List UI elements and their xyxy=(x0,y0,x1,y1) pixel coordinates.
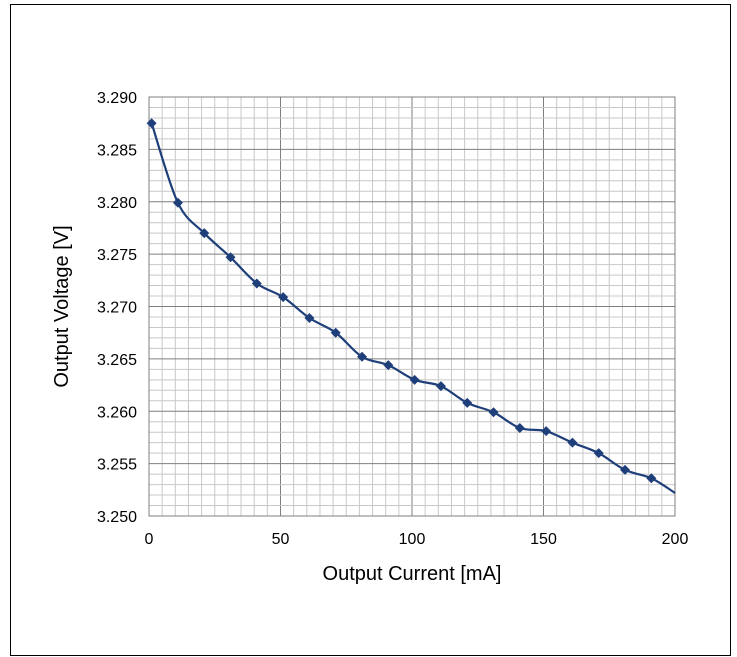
y-tick-label: 3.265 xyxy=(97,352,137,369)
data-point xyxy=(146,118,157,129)
x-axis-ticks: 0 50 100 150 200 xyxy=(145,531,689,548)
x-tick-label: 200 xyxy=(662,531,689,548)
data-point xyxy=(620,464,631,475)
y-axis-label: Output Voltage [V] xyxy=(51,225,73,387)
y-tick-label: 3.270 xyxy=(97,300,137,317)
data-point xyxy=(357,351,368,362)
chart-frame xyxy=(10,4,731,656)
data-point xyxy=(278,292,289,303)
x-tick-label: 150 xyxy=(530,531,557,548)
series-markers xyxy=(146,118,657,484)
y-tick-label: 3.290 xyxy=(97,90,137,107)
x-axis-label: Output Current [mA] xyxy=(323,563,502,585)
data-point xyxy=(567,437,578,448)
data-point xyxy=(199,228,210,239)
grid xyxy=(149,97,675,516)
y-tick-label: 3.255 xyxy=(97,457,137,474)
data-point xyxy=(462,397,473,408)
y-axis-ticks: 3.250 3.255 3.260 3.265 3.270 3.275 3.280 3.285… xyxy=(97,90,137,526)
data-point xyxy=(304,313,315,324)
data-point xyxy=(646,473,657,484)
data-point xyxy=(488,407,499,418)
data-point xyxy=(514,423,525,434)
x-tick-label: 0 xyxy=(145,531,154,548)
data-point xyxy=(330,327,341,338)
data-point xyxy=(172,197,183,208)
y-tick-label: 3.275 xyxy=(97,247,137,264)
x-tick-label: 100 xyxy=(399,531,426,548)
data-point xyxy=(541,426,552,437)
data-point xyxy=(251,278,262,289)
y-tick-label: 3.280 xyxy=(97,195,137,212)
data-point xyxy=(225,252,236,263)
data-point xyxy=(383,360,394,371)
x-tick-label: 50 xyxy=(272,531,290,548)
data-point xyxy=(435,381,446,392)
plot-area xyxy=(148,96,676,517)
y-tick-label: 3.285 xyxy=(97,142,137,159)
data-point xyxy=(593,448,604,459)
data-point xyxy=(409,374,420,385)
y-tick-label: 3.250 xyxy=(97,509,137,526)
y-tick-label: 3.260 xyxy=(97,404,137,421)
